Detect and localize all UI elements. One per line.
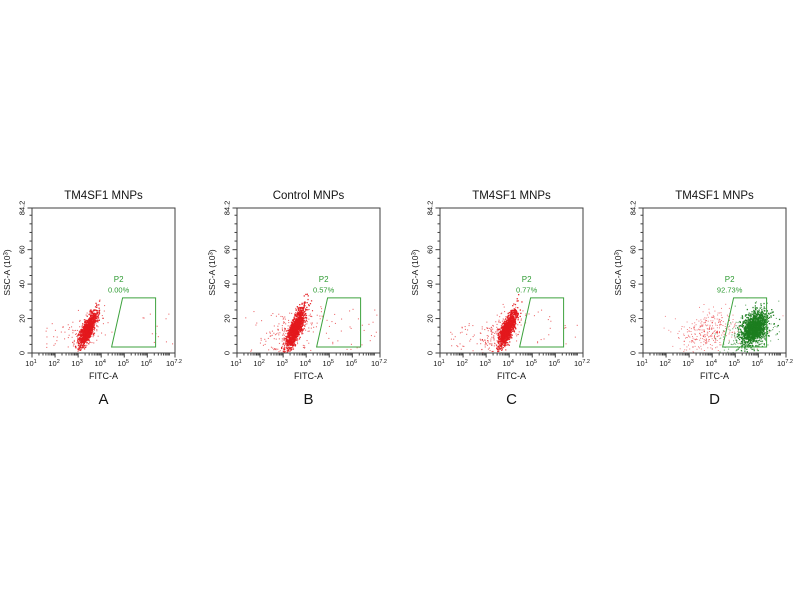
- x-axis-ticks: [439, 353, 584, 358]
- x-axis-label: FITC-A: [89, 371, 118, 381]
- gate-p2-polygon: [110, 297, 157, 348]
- x-tick-label: 106: [346, 359, 357, 368]
- gate-p2-percent: 0.77%: [516, 286, 538, 295]
- y-tick-label: 84.2: [629, 201, 638, 216]
- panel-letter: C: [506, 391, 517, 408]
- y-tick-label: 20: [223, 314, 232, 322]
- panel-d: TM4SF1 MNPs 101 102 103 104 105 106 107.2 FITC-A…: [613, 190, 793, 408]
- x-tick-label: 105: [323, 359, 334, 368]
- gate-p2-polygon: [518, 297, 565, 348]
- x-tick-label: 106: [141, 359, 152, 368]
- x-tick-label: 104: [705, 359, 716, 368]
- y-tick-label: 60: [426, 246, 435, 254]
- x-tick-label: 104: [94, 359, 105, 368]
- plot-frame: [439, 207, 584, 354]
- y-tick-label: 40: [18, 280, 27, 288]
- x-axis-label: FITC-A: [294, 371, 323, 381]
- gate-p2-label: P2: [725, 275, 735, 284]
- x-tick-label: 102: [659, 359, 670, 368]
- gate-p2-percent: 92.73%: [717, 286, 743, 295]
- y-tick-label: 0: [18, 351, 27, 355]
- x-tick-label: 104: [299, 359, 310, 368]
- gate-p2-label: P2: [114, 275, 124, 284]
- y-tick-label: 60: [18, 246, 27, 254]
- y-tick-label: 20: [629, 314, 638, 322]
- x-tick-label: 101: [636, 359, 647, 368]
- scatter-points: [245, 293, 378, 353]
- gate-p2-label: P2: [319, 275, 329, 284]
- panel-title: TM4SF1 MNPs: [472, 190, 551, 202]
- x-tick-label: 101: [230, 359, 241, 368]
- x-tick-label: 101: [25, 359, 36, 368]
- x-tick-label: 106: [549, 359, 560, 368]
- x-tick-label: 107.2: [166, 359, 182, 368]
- y-tick-label: 0: [426, 351, 435, 355]
- x-axis-ticks: [31, 353, 176, 358]
- y-axis-label: SSC-A (103): [410, 249, 420, 296]
- x-tick-label: 106: [752, 359, 763, 368]
- y-tick-label: 84.2: [426, 201, 435, 216]
- x-tick-label: 102: [456, 359, 467, 368]
- y-tick-label: 0: [223, 351, 232, 355]
- panel-title: TM4SF1 MNPs: [675, 190, 754, 202]
- panel-title: TM4SF1 MNPs: [64, 190, 143, 202]
- y-tick-label: 84.2: [18, 201, 27, 216]
- panel-b: Control MNPs 101 102 103 104 105 106 107.2 FITC-…: [207, 190, 387, 408]
- gate-p2-percent: 0.57%: [313, 286, 335, 295]
- y-tick-label: 40: [629, 280, 638, 288]
- x-axis-ticks: [642, 353, 787, 358]
- x-tick-label: 102: [48, 359, 59, 368]
- gate-p2-polygon: [721, 297, 768, 348]
- plot-frame: [642, 207, 787, 354]
- plot-frame: [31, 207, 176, 354]
- y-tick-label: 20: [426, 314, 435, 322]
- y-axis-label: SSC-A (103): [207, 249, 217, 296]
- gate-p2-label: P2: [522, 275, 532, 284]
- x-tick-label: 103: [682, 359, 693, 368]
- panel-letter: B: [303, 391, 313, 408]
- gate-p2-percent: 0.00%: [108, 286, 130, 295]
- scatter-points: [450, 294, 578, 353]
- y-axis-ticks: [232, 207, 237, 354]
- y-tick-label: 40: [223, 280, 232, 288]
- y-axis-label: SSC-A (103): [613, 249, 623, 296]
- y-tick-label: 40: [426, 280, 435, 288]
- x-axis-label: FITC-A: [700, 371, 729, 381]
- y-axis-label: SSC-A (103): [2, 249, 12, 296]
- x-axis-ticks: [236, 353, 381, 358]
- x-tick-label: 107.2: [371, 359, 387, 368]
- y-tick-label: 0: [629, 351, 638, 355]
- x-tick-label: 107.2: [574, 359, 590, 368]
- panel-letter: A: [98, 391, 108, 408]
- y-axis-ticks: [435, 207, 440, 354]
- x-tick-label: 105: [118, 359, 129, 368]
- panel-c: TM4SF1 MNPs 101 102 103 104 105 106 107.2 FITC-A…: [410, 190, 590, 408]
- panel-a: TM4SF1 MNPs 101 102 103 104 105 106 107.2 FITC-A…: [2, 190, 182, 408]
- x-tick-label: 103: [71, 359, 82, 368]
- scatter-points: [45, 299, 174, 352]
- x-tick-label: 103: [276, 359, 287, 368]
- x-tick-label: 105: [729, 359, 740, 368]
- y-tick-label: 60: [629, 246, 638, 254]
- y-tick-label: 84.2: [223, 201, 232, 216]
- plot-frame: [236, 207, 381, 354]
- panel-title: Control MNPs: [273, 190, 345, 202]
- x-axis-label: FITC-A: [497, 371, 526, 381]
- y-axis-ticks: [638, 207, 643, 354]
- x-tick-label: 107.2: [777, 359, 793, 368]
- panel-letter: D: [709, 391, 720, 408]
- x-tick-label: 103: [479, 359, 490, 368]
- x-tick-label: 101: [433, 359, 444, 368]
- y-axis-ticks: [27, 207, 32, 354]
- x-tick-label: 104: [502, 359, 513, 368]
- x-tick-label: 102: [253, 359, 264, 368]
- x-tick-label: 105: [526, 359, 537, 368]
- y-tick-label: 60: [223, 246, 232, 254]
- y-tick-label: 20: [18, 314, 27, 322]
- gate-p2-polygon: [315, 297, 362, 348]
